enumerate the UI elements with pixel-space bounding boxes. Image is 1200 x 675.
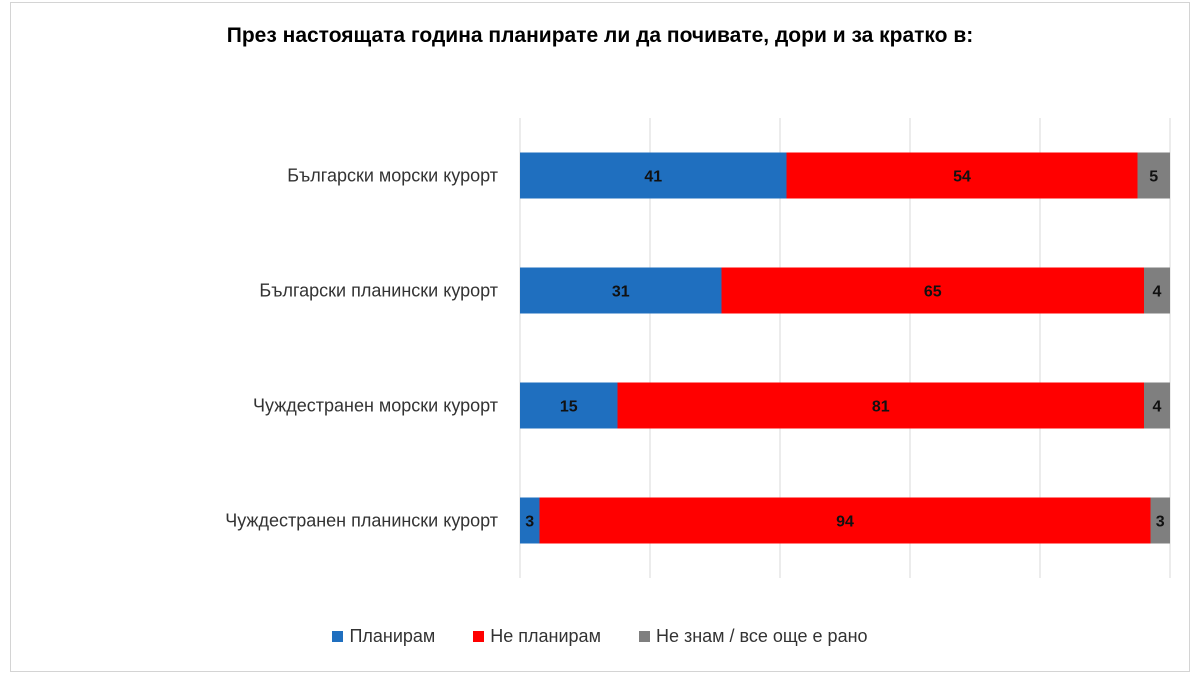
legend-item: Не знам / все още е рано: [638, 626, 868, 647]
legend-label: Не знам / все още е рано: [655, 626, 868, 646]
legend-label: Планирам: [349, 626, 436, 646]
data-label: 94: [836, 514, 854, 531]
chart-legend: Планирам Не планирам Не знам / все още е р…: [0, 626, 1200, 647]
data-label: 54: [953, 169, 971, 186]
bar-segment: [617, 382, 1144, 429]
legend-item: Планирам: [332, 626, 435, 647]
data-label: 4: [1153, 284, 1162, 301]
bar-segment: [721, 267, 1144, 314]
category-label: Български планински курорт: [259, 281, 498, 301]
data-label: 3: [1156, 514, 1165, 531]
data-label: 5: [1149, 169, 1158, 186]
bar-segment: [520, 152, 787, 199]
bar-segment: [1144, 382, 1170, 429]
chart-title: През настоящата година планирате ли да п…: [226, 24, 974, 47]
category-label: Чуждестранен планински курорт: [225, 511, 498, 531]
bar-segment: [520, 267, 722, 314]
legend-swatch: [638, 631, 650, 642]
data-label: 65: [924, 284, 942, 301]
legend-swatch: [473, 631, 485, 642]
legend-swatch: [332, 631, 344, 642]
bar-segment: [1150, 497, 1170, 544]
chart-border: [10, 2, 1190, 672]
bar-segment: [1137, 152, 1170, 199]
legend-label: Не планирам: [490, 626, 601, 646]
data-label: 4: [1153, 399, 1162, 416]
bar-segment: [539, 497, 1151, 544]
data-label: 3: [525, 514, 534, 531]
bar-segment: [1144, 267, 1170, 314]
category-label: Чуждестранен морски курорт: [253, 396, 498, 416]
data-label: 81: [872, 399, 890, 416]
data-label: 15: [560, 399, 578, 416]
bar-segment: [786, 152, 1138, 199]
bar-segment: [520, 382, 618, 429]
data-label: 31: [612, 284, 630, 301]
category-label: Български морски курорт: [287, 166, 498, 186]
bar-segment: [520, 497, 540, 544]
legend-item: Не планирам: [473, 626, 601, 647]
data-label: 41: [644, 169, 662, 186]
